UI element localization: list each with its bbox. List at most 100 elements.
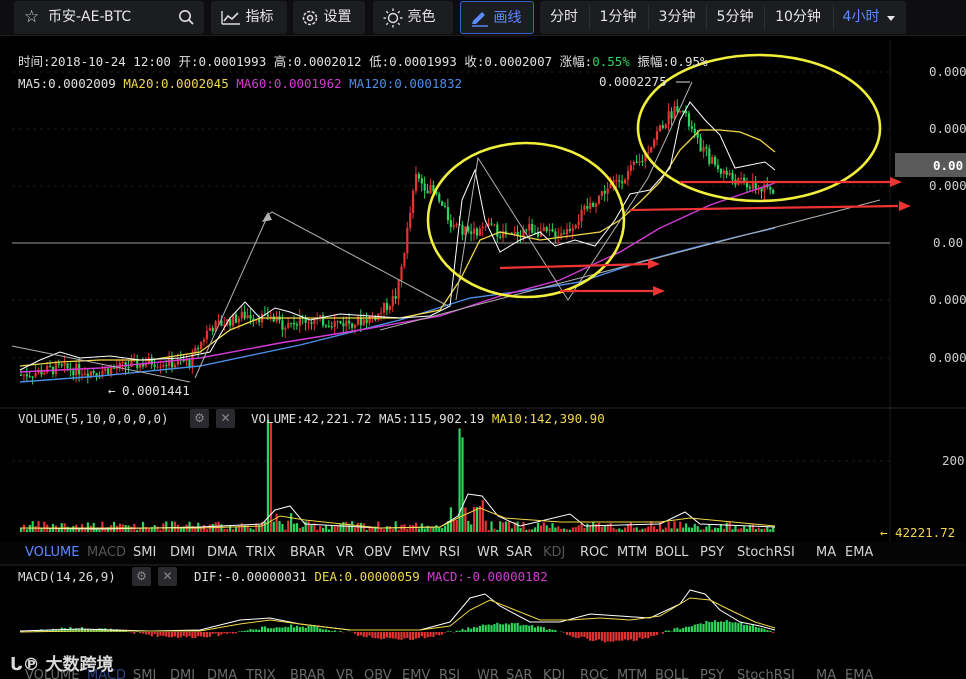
volume-bar <box>449 507 452 532</box>
tab-vr-secondary[interactable]: VR <box>336 668 354 679</box>
trend-lines[interactable] <box>11 81 881 383</box>
indicator-button[interactable]: 指标 <box>211 1 287 34</box>
tab-wr[interactable]: WR <box>477 545 499 560</box>
trend-line[interactable] <box>194 211 449 379</box>
tab-smi[interactable]: SMI <box>133 545 157 560</box>
trend-line[interactable] <box>11 345 191 383</box>
interval-1m[interactable]: 1分钟 <box>599 9 637 25</box>
candle-body <box>548 229 551 231</box>
candle-body <box>49 365 52 367</box>
volume-bar <box>644 528 647 532</box>
search-icon[interactable] <box>178 9 194 25</box>
tab-dmi-secondary[interactable]: DMI <box>170 668 196 679</box>
tab-ema-secondary[interactable]: EMA <box>845 668 874 679</box>
interval-4h[interactable]: 4小时 <box>842 9 880 25</box>
tab-brar[interactable]: BRAR <box>290 545 326 560</box>
tab-macd[interactable]: MACD <box>87 545 126 560</box>
candle-body <box>359 316 362 326</box>
candle-body <box>95 373 98 376</box>
interval-5m[interactable]: 5分钟 <box>716 9 754 25</box>
tab-volume[interactable]: VOLUME <box>25 545 80 560</box>
macd-bar <box>519 625 522 632</box>
tab-brar-secondary[interactable]: BRAR <box>290 668 326 679</box>
tab-mtm[interactable]: MTM <box>617 545 648 560</box>
tab-dma-secondary[interactable]: DMA <box>207 668 238 679</box>
draw-line-button[interactable]: 画线 <box>460 1 534 34</box>
support-arrow[interactable] <box>499 262 651 270</box>
volume-bar <box>470 524 473 532</box>
volume-close-icon[interactable]: ✕ <box>216 409 235 428</box>
candle-body <box>420 178 423 184</box>
tab-macd-secondary[interactable]: MACD <box>87 668 126 679</box>
volume-bar <box>455 519 458 532</box>
macd-close-icon[interactable]: ✕ <box>158 567 177 586</box>
tab-boll-secondary[interactable]: BOLL <box>655 668 689 679</box>
tab-ema[interactable]: EMA <box>845 545 874 560</box>
symbol-search-box[interactable]: ☆ 币安-AE-BTC <box>14 1 204 34</box>
tab-stochrsi-secondary[interactable]: StochRSI <box>737 668 795 679</box>
tab-trix-secondary[interactable]: TRIX <box>246 668 276 679</box>
tab-smi-secondary[interactable]: SMI <box>133 668 157 679</box>
tab-roc-secondary[interactable]: ROC <box>580 668 609 679</box>
candle-body <box>510 232 513 234</box>
tab-trix[interactable]: TRIX <box>246 545 276 560</box>
tab-sar[interactable]: SAR <box>506 545 533 560</box>
volume-bar <box>487 529 490 532</box>
tab-stochrsi[interactable]: StochRSI <box>737 545 795 560</box>
volume-bar <box>362 523 365 532</box>
tab-dma[interactable]: DMA <box>207 545 238 560</box>
candle-body <box>272 316 275 322</box>
tab-psy-secondary[interactable]: PSY <box>700 668 725 679</box>
tab-emv-secondary[interactable]: EMV <box>402 668 431 679</box>
macd-bar <box>284 626 287 632</box>
tab-roc[interactable]: ROC <box>580 545 609 560</box>
candle-body <box>490 223 493 225</box>
tab-mtm-secondary[interactable]: MTM <box>617 668 648 679</box>
interval-10m[interactable]: 10分钟 <box>775 9 821 25</box>
volume-bar <box>667 521 670 532</box>
volume-bar <box>658 522 662 532</box>
trend-line[interactable] <box>455 81 693 301</box>
tab-ma[interactable]: MA <box>816 545 837 560</box>
tab-kdj-secondary[interactable]: KDJ <box>543 668 566 679</box>
tab-obv[interactable]: OBV <box>364 545 392 560</box>
volume-bar <box>696 526 699 532</box>
highlight-ellipse[interactable] <box>636 53 882 203</box>
highlight-ellipse[interactable] <box>426 141 626 299</box>
tab-rsi-secondary[interactable]: RSI <box>439 668 461 679</box>
macd-bar <box>362 632 365 637</box>
tab-sar-secondary[interactable]: SAR <box>506 668 533 679</box>
tab-emv[interactable]: EMV <box>402 545 431 560</box>
tab-ma-secondary[interactable]: MA <box>816 668 837 679</box>
macd-bar <box>298 627 301 632</box>
support-arrow[interactable] <box>629 204 899 212</box>
candle-body <box>443 205 447 207</box>
macd-bar <box>275 627 278 632</box>
candle-body <box>740 177 743 179</box>
support-arrows[interactable] <box>499 180 899 293</box>
interval-timeshare[interactable]: 分时 <box>550 9 578 25</box>
settings-button[interactable]: 设置 <box>293 1 365 34</box>
brightness-label: 亮色 <box>407 9 436 25</box>
macd-bar <box>435 632 438 635</box>
volume-bar <box>234 527 238 532</box>
interval-3m[interactable]: 3分钟 <box>658 9 696 25</box>
tab-kdj[interactable]: KDJ <box>543 545 566 560</box>
highlight-circles[interactable] <box>426 53 882 299</box>
macd-settings-icon[interactable]: ⚙ <box>132 567 151 586</box>
volume-bar <box>519 528 522 532</box>
star-icon[interactable]: ☆ <box>24 7 40 27</box>
tab-vr[interactable]: VR <box>336 545 354 560</box>
chevron-down-icon[interactable] <box>886 15 896 23</box>
tab-obv-secondary[interactable]: OBV <box>364 668 392 679</box>
tab-psy[interactable]: PSY <box>700 545 725 560</box>
ohlc-info: 时间:2018-10-24 12:00 开:0.0001993 高:0.0002… <box>18 51 708 70</box>
tab-boll[interactable]: BOLL <box>655 545 689 560</box>
volume-settings-icon[interactable]: ⚙ <box>190 409 209 428</box>
tab-dmi[interactable]: DMI <box>170 545 196 560</box>
tab-wr-secondary[interactable]: WR <box>477 668 499 679</box>
brightness-button[interactable]: 亮色 <box>373 1 453 34</box>
tab-volume-secondary[interactable]: VOLUME <box>25 668 80 679</box>
tab-rsi[interactable]: RSI <box>439 545 461 560</box>
